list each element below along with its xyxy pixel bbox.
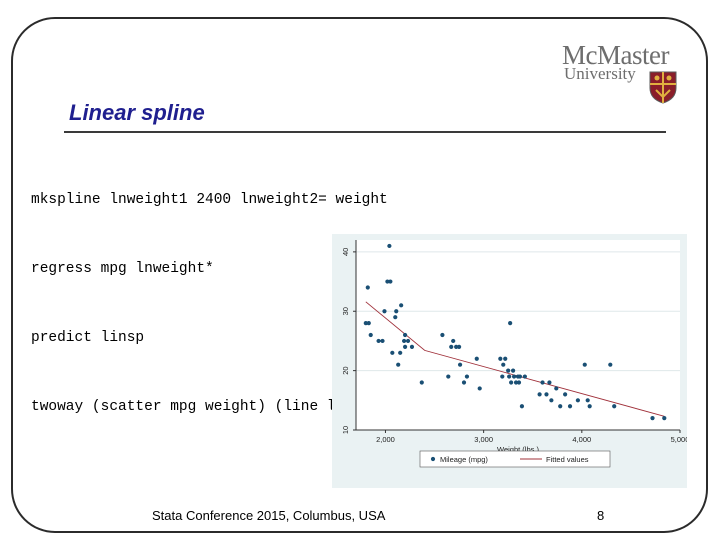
scatter-point [500, 374, 505, 379]
code-block: mkspline lnweight1 2400 lnweight2= weigh… [31, 143, 492, 442]
legend-line-label: Fitted values [546, 455, 589, 464]
scatter-point [363, 321, 368, 326]
scatter-point [382, 309, 387, 314]
scatter-point [385, 279, 390, 284]
scatter-point [507, 374, 512, 379]
scatter-point [503, 356, 508, 361]
scatter-point [510, 368, 516, 373]
scatter-point [405, 338, 411, 344]
mcmaster-logo: McMaster University [562, 40, 682, 106]
scatter-point [585, 398, 590, 403]
scatter-point [612, 404, 617, 409]
scatter-point [399, 303, 404, 308]
scatter-point [650, 416, 655, 421]
scatter-point [516, 380, 522, 385]
page-number: 8 [597, 508, 605, 523]
scatter-point [446, 374, 451, 379]
y-tick-label: 30 [341, 307, 350, 315]
scatter-point [519, 404, 525, 409]
y-tick-label: 10 [341, 426, 350, 434]
code-line: regress mpg lnweight* [31, 261, 214, 277]
scatter-point [540, 380, 545, 385]
scatter-point [457, 362, 463, 367]
scatter-point [575, 398, 580, 403]
scatter-point [587, 404, 592, 409]
spline-chart: 10 20 30 40 2,000 3,000 4,000 5,000 Weight (lbs.… [332, 234, 687, 488]
fitted-line [365, 301, 665, 417]
y-tick-label: 20 [341, 366, 350, 374]
slide-title: Linear spline [69, 100, 205, 125]
chart-svg: 10 20 30 40 2,000 3,000 4,000 5,000 Weight (lbs.… [341, 240, 687, 468]
scatter-point [544, 392, 549, 397]
scatter-point [419, 380, 424, 385]
scatter-point [554, 386, 559, 391]
scatter-point [449, 344, 454, 349]
scatter-point [464, 374, 470, 379]
scatter-point [501, 362, 506, 367]
code-line: predict linsp [31, 330, 145, 346]
scatter-point [376, 338, 381, 344]
scatter-point [440, 332, 445, 338]
scatter-point [537, 392, 542, 397]
scatter-point [477, 386, 482, 391]
scatter-point [547, 380, 552, 385]
x-tick-label: 4,000 [572, 435, 591, 444]
crest-icon [649, 71, 677, 104]
legend-box [419, 450, 611, 468]
scatter-point [511, 374, 517, 379]
scatter-point [402, 338, 407, 344]
scatter-point [508, 321, 513, 326]
scatter-point [402, 344, 408, 349]
scatter-point [394, 309, 399, 314]
scatter-point [456, 344, 462, 349]
x-tick-label: 2,000 [376, 435, 395, 444]
legend-scatter-label: Mileage (mpg) [440, 455, 488, 464]
footer-text: Stata Conference 2015, Columbus, USA [152, 508, 386, 523]
logo-subtitle: University [564, 64, 636, 83]
scatter-point [380, 338, 385, 344]
code-line: mkspline lnweight1 2400 lnweight2= weigh… [31, 192, 388, 208]
scatter-point [393, 315, 398, 320]
scatter-point [582, 362, 587, 367]
scatter-point [522, 374, 527, 379]
scatter-point [517, 374, 523, 379]
title-divider [64, 131, 666, 133]
scatter-point [388, 279, 393, 284]
plot-area [356, 240, 680, 430]
scatter-point [662, 416, 667, 421]
logo-wordmark: McMaster [562, 40, 669, 70]
x-axis-label: Weight (lbs.) [497, 445, 539, 454]
scatter-point [474, 356, 479, 361]
scatter-point [461, 380, 467, 385]
scatter-point [409, 344, 415, 349]
scatter-point [402, 332, 408, 338]
scatter-point [365, 285, 370, 290]
scatter-point [387, 243, 392, 249]
scatter-point [398, 350, 403, 355]
scatter-point [366, 321, 371, 326]
scatter-point [498, 356, 503, 361]
scatter-point [549, 398, 554, 403]
scatter-point [513, 380, 519, 385]
y-tick-label: 40 [341, 248, 350, 256]
scatter-point [454, 344, 459, 349]
scatter-point [368, 332, 373, 338]
x-tick-label: 3,000 [474, 435, 493, 444]
scatter-point [451, 338, 456, 344]
scatter-point [608, 362, 613, 367]
scatter-point [563, 392, 568, 397]
scatter-point [396, 362, 401, 367]
scatter-point [390, 350, 395, 355]
x-tick-label: 5,000 [671, 435, 687, 444]
scatter-point [567, 404, 573, 409]
scatter-point [509, 380, 514, 385]
legend-scatter-marker [430, 456, 436, 462]
scatter-point [558, 404, 563, 409]
scatter-point [506, 368, 511, 373]
